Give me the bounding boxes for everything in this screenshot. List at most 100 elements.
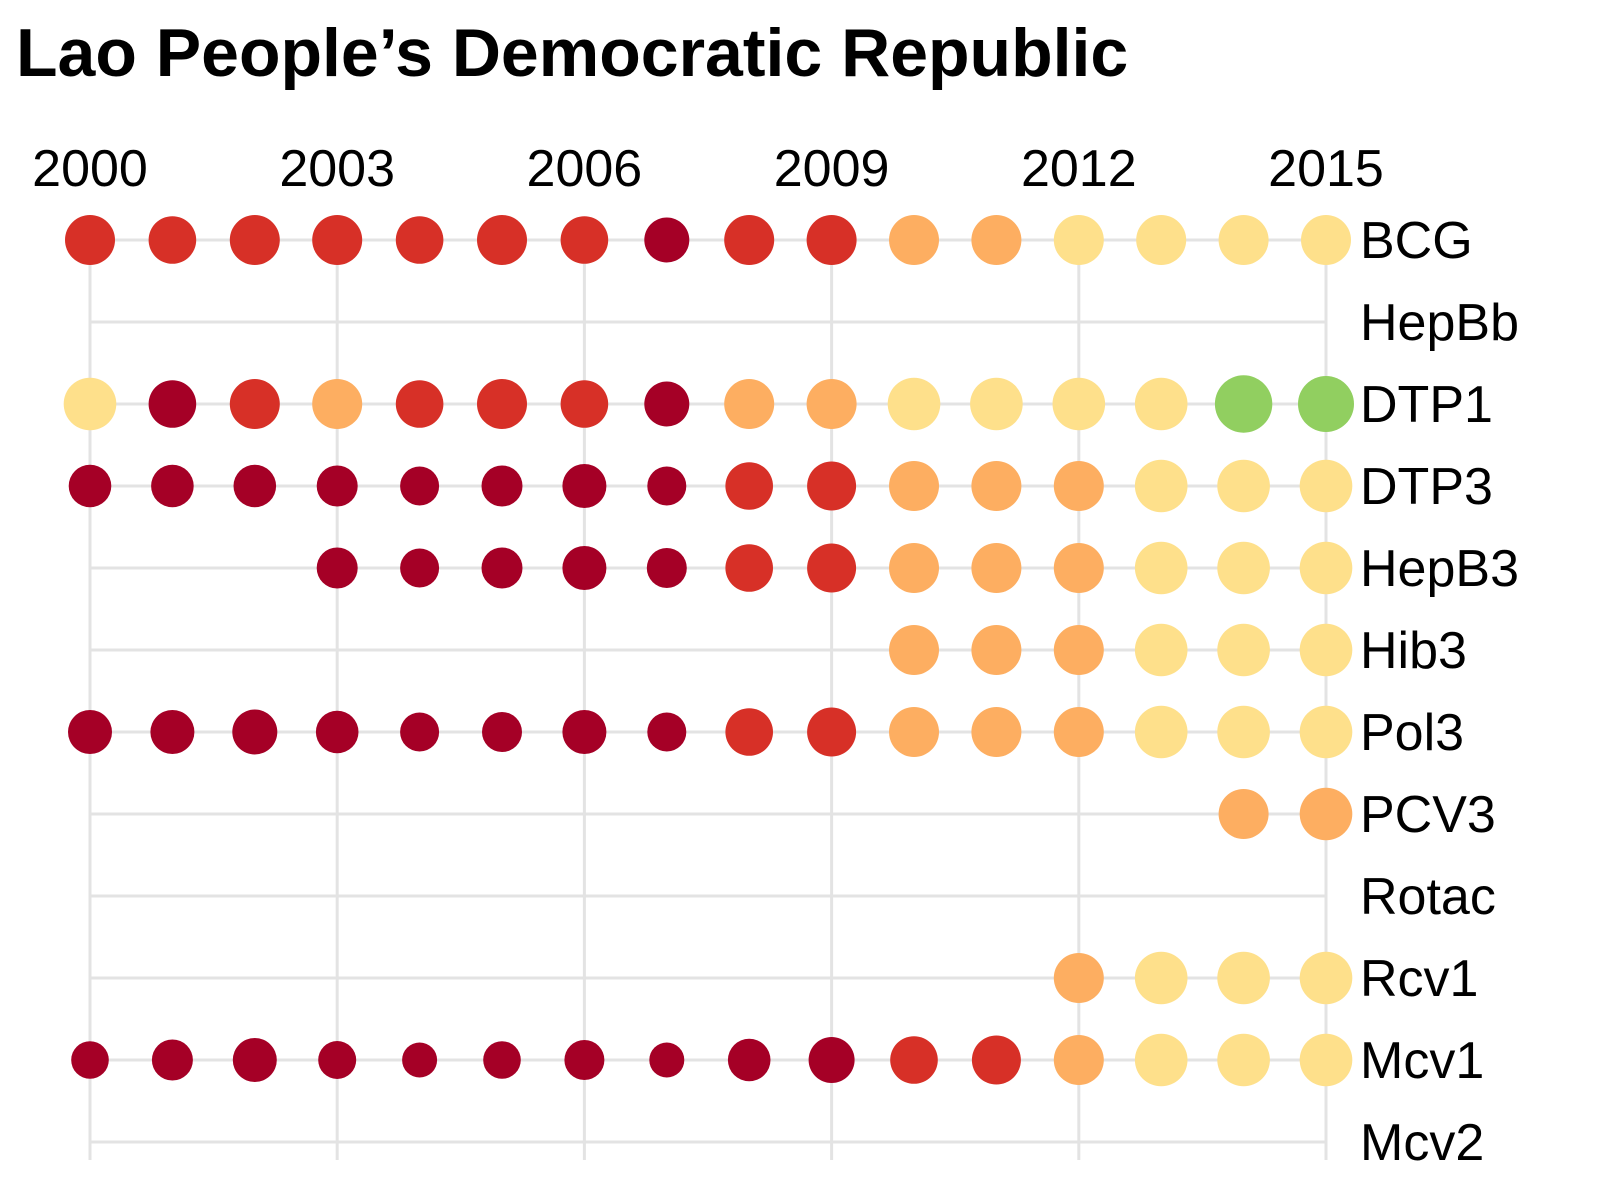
data-dot [1217, 951, 1270, 1005]
data-dot [807, 461, 857, 511]
data-dot [889, 625, 939, 675]
data-dot [1301, 215, 1351, 265]
data-dot [68, 710, 112, 754]
data-dot [647, 466, 687, 506]
data-dot [806, 215, 857, 265]
data-dot [318, 1041, 357, 1079]
data-dot [1134, 459, 1188, 513]
data-dot [970, 377, 1023, 431]
data-dot [1053, 543, 1104, 593]
data-dot [647, 712, 687, 752]
data-dot [1218, 789, 1269, 839]
data-dot [316, 547, 358, 589]
x-tick-label: 2009 [774, 140, 890, 198]
data-dot [560, 380, 609, 428]
data-dot [725, 462, 773, 510]
data-dot [808, 1037, 855, 1083]
data-dot [971, 1035, 1021, 1085]
row-label: HepBb [1360, 294, 1519, 352]
horizontal-gridlines [90, 238, 1326, 1144]
row-label: Hib3 [1360, 622, 1467, 680]
data-dot [400, 548, 440, 588]
data-dot [560, 216, 609, 264]
data-dot [807, 543, 857, 593]
row-label: Mcv1 [1360, 1032, 1484, 1090]
x-tick-labels: 2000 2003 2006 2009 2012 2015 [32, 140, 1384, 198]
data-dot [889, 215, 939, 265]
x-tick-label: 2003 [279, 140, 395, 198]
data-dot [971, 215, 1022, 265]
data-dot [562, 464, 607, 508]
data-dot [887, 377, 941, 431]
data-dot [724, 379, 775, 429]
data-dot [1217, 623, 1270, 677]
data-dot [482, 712, 522, 752]
x-tick-label: 2006 [527, 140, 643, 198]
data-dot [1053, 707, 1104, 757]
row-label: PCV3 [1360, 786, 1496, 844]
data-dot [1052, 377, 1106, 431]
data-dot [971, 707, 1022, 757]
data-dot [971, 625, 1022, 675]
data-dot [971, 461, 1022, 511]
data-dot [725, 544, 773, 592]
data-dots [63, 215, 1354, 1087]
data-dot [649, 1042, 685, 1078]
row-label: DTP1 [1360, 376, 1493, 434]
data-dot [889, 707, 939, 757]
data-dot [148, 380, 197, 428]
data-dot [1217, 705, 1270, 759]
row-labels: BCG HepBb DTP1 DTP3 HepB3 Hib3 Pol3 PCV3 Rotac Rc… [1360, 212, 1519, 1172]
data-dot [402, 1042, 438, 1078]
data-dot [1134, 1033, 1188, 1087]
data-dot [724, 215, 775, 265]
data-dot [1134, 951, 1188, 1005]
data-dot [564, 1040, 605, 1080]
data-dot [481, 547, 523, 589]
data-dot [1134, 541, 1188, 595]
row-label: BCG [1360, 212, 1473, 270]
data-dot [562, 546, 607, 590]
data-dot [727, 1038, 771, 1082]
data-dot [229, 379, 280, 429]
data-dot [477, 215, 527, 265]
row-label: HepB3 [1360, 540, 1519, 598]
data-dot [1053, 625, 1104, 675]
vertical-gridlines [88, 240, 1328, 1160]
data-dot [233, 464, 277, 508]
data-dot [889, 543, 939, 593]
data-dot [395, 216, 444, 264]
chart-title: Lao People’s Democratic Republic [16, 15, 1129, 91]
data-dot [65, 215, 115, 265]
data-dot [68, 464, 112, 508]
row-label: Rcv1 [1360, 950, 1478, 1008]
data-dot [148, 216, 197, 264]
data-dot [1053, 1035, 1104, 1085]
data-dot [644, 217, 690, 263]
data-dot [971, 543, 1022, 593]
data-dot [1136, 215, 1187, 265]
data-dot [725, 708, 773, 756]
data-dot [63, 377, 117, 431]
data-dot [71, 1041, 109, 1079]
data-dot [1299, 787, 1353, 841]
data-dot [890, 1036, 938, 1084]
data-dot [1053, 461, 1104, 511]
data-dot [150, 710, 195, 754]
data-dot [1217, 459, 1270, 513]
row-label: Mcv2 [1360, 1114, 1484, 1172]
row-label: Rotac [1360, 868, 1496, 926]
data-dot [232, 709, 278, 755]
data-dot [400, 466, 440, 506]
data-dot [481, 465, 523, 507]
data-dot [1134, 623, 1188, 677]
data-dot [400, 712, 440, 752]
data-dot [229, 215, 280, 265]
data-dot [1299, 1033, 1353, 1087]
data-dot [395, 380, 444, 428]
data-dot [1299, 459, 1353, 513]
x-tick-label: 2015 [1268, 140, 1384, 198]
data-dot [1214, 375, 1273, 433]
data-dot [1299, 623, 1353, 677]
